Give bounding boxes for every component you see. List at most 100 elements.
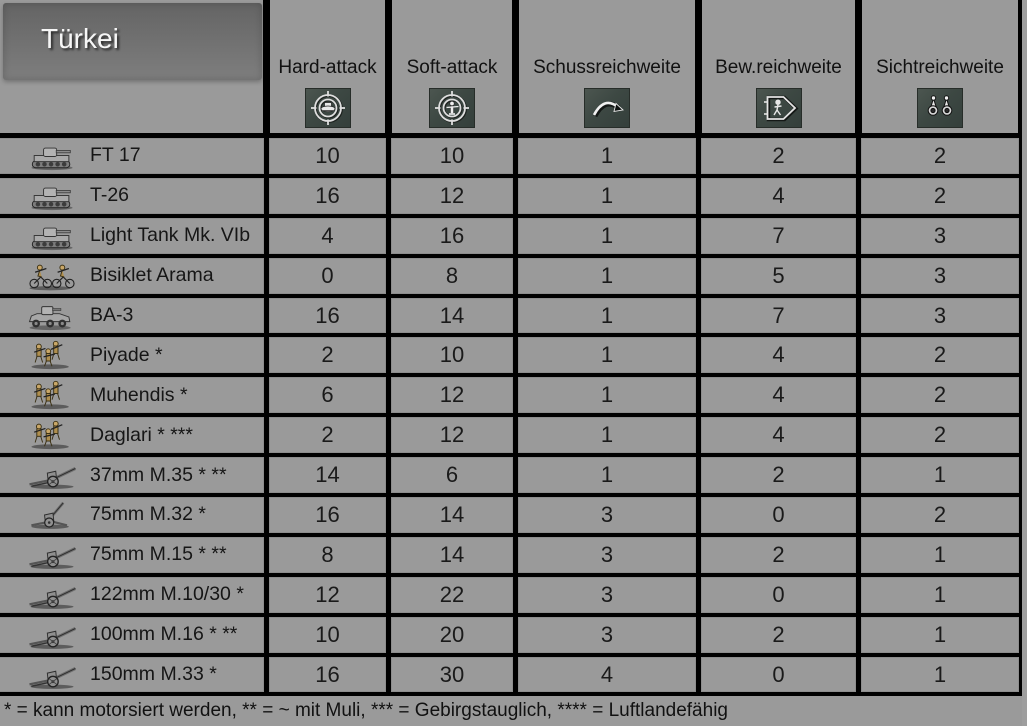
unit-name-cell: BA-3 <box>0 298 263 333</box>
stat-cell-sight-range: 3 <box>862 258 1018 293</box>
unit-name-cell: 100mm M.16 * ** <box>0 617 263 652</box>
stat-cell-firing-range: 3 <box>519 498 695 532</box>
stat-cell-firing-range: 4 <box>519 657 695 692</box>
column-label: Schussreichweite <box>533 57 681 78</box>
stat-cell-movement-range: 4 <box>702 418 855 453</box>
unit-name-cell: Muhendis * <box>0 378 263 413</box>
stat-cell-movement-range: 4 <box>702 338 855 373</box>
legend-footer: * = kann motorsiert werden, ** = ~ mit M… <box>0 692 1022 726</box>
stat-cell-hard-attack: 10 <box>270 617 385 652</box>
stat-cell-sight-range: 2 <box>862 338 1018 373</box>
unit-name-cell: 122mm M.10/30 * <box>0 577 263 612</box>
unit-name-label: 100mm M.16 * ** <box>90 623 238 646</box>
stat-cell-movement-range: 4 <box>702 178 855 213</box>
stat-cell-soft-attack: 20 <box>392 617 512 652</box>
unit-stats-grid: Türkei Hard-attack Soft-attack Schussrei… <box>0 0 1018 692</box>
stat-cell-sight-range: 2 <box>862 378 1018 413</box>
stat-cell-soft-attack: 12 <box>392 178 512 213</box>
unit-name-cell: 150mm M.33 * <box>0 657 263 692</box>
infantry-sprite-icon <box>22 380 82 410</box>
unit-name-cell: 37mm M.35 * ** <box>0 458 263 493</box>
stat-cell-movement-range: 4 <box>702 378 855 413</box>
armored-car-sprite-icon <box>22 301 82 331</box>
tank-sprite-icon <box>22 181 82 211</box>
stat-cell-movement-range: 5 <box>702 258 855 293</box>
country-header-cell: Türkei <box>0 0 263 133</box>
unit-name-cell: Daglari * *** <box>0 418 263 453</box>
stat-cell-firing-range: 1 <box>519 458 695 493</box>
stat-cell-hard-attack: 16 <box>270 657 385 692</box>
column-header-firing-range: Schussreichweite <box>519 0 695 133</box>
stat-cell-soft-attack: 14 <box>392 537 512 572</box>
country-title: Türkei <box>41 22 119 54</box>
stat-cell-movement-range: 2 <box>702 537 855 572</box>
stat-cell-soft-attack: 30 <box>392 657 512 692</box>
stat-cell-sight-range: 1 <box>862 657 1018 692</box>
unit-name-label: T-26 <box>90 184 130 207</box>
unit-name-label: 75mm M.32 * <box>90 503 206 526</box>
stat-cell-sight-range: 1 <box>862 617 1018 652</box>
artillery-sprite-icon <box>22 580 82 610</box>
stat-cell-sight-range: 2 <box>862 139 1018 173</box>
stat-cell-hard-attack: 16 <box>270 498 385 532</box>
artillery-sprite-icon <box>22 540 82 570</box>
bicycle-sprite-icon <box>22 261 82 291</box>
unit-name-label: FT 17 <box>90 144 141 167</box>
stat-cell-firing-range: 1 <box>519 139 695 173</box>
stat-cell-hard-attack: 0 <box>270 258 385 293</box>
unit-name-label: 122mm M.10/30 * <box>90 583 244 606</box>
column-label: Hard-attack <box>278 57 377 78</box>
stat-cell-soft-attack: 10 <box>392 338 512 373</box>
firing-range-icon <box>584 88 630 128</box>
unit-name-label: 37mm M.35 * ** <box>90 463 227 486</box>
stat-cell-hard-attack: 10 <box>270 139 385 173</box>
stat-cell-movement-range: 2 <box>702 617 855 652</box>
stat-cell-sight-range: 1 <box>862 537 1018 572</box>
stat-cell-sight-range: 3 <box>862 218 1018 253</box>
stat-cell-movement-range: 7 <box>702 298 855 333</box>
stat-cell-firing-range: 1 <box>519 338 695 373</box>
stat-cell-hard-attack: 12 <box>270 577 385 612</box>
stat-cell-movement-range: 0 <box>702 577 855 612</box>
column-header-hard-attack: Hard-attack <box>270 0 385 133</box>
stat-cell-soft-attack: 14 <box>392 298 512 333</box>
stat-cell-soft-attack: 12 <box>392 378 512 413</box>
stat-cell-hard-attack: 16 <box>270 178 385 213</box>
tank-sprite-icon <box>22 221 82 251</box>
stat-cell-soft-attack: 8 <box>392 258 512 293</box>
stat-cell-hard-attack: 16 <box>270 298 385 333</box>
column-header-soft-attack: Soft-attack <box>392 0 512 133</box>
stat-cell-sight-range: 1 <box>862 577 1018 612</box>
hard-attack-icon <box>304 88 351 128</box>
stat-cell-soft-attack: 16 <box>392 218 512 253</box>
stat-cell-movement-range: 2 <box>702 458 855 493</box>
unit-name-cell: T-26 <box>0 178 263 213</box>
aa-gun-sprite-icon <box>22 500 82 530</box>
stat-cell-sight-range: 2 <box>862 498 1018 532</box>
stat-cell-soft-attack: 14 <box>392 498 512 532</box>
column-label: Bew.reichweite <box>715 57 842 78</box>
unit-name-label: Daglari * *** <box>90 423 193 446</box>
stat-cell-sight-range: 3 <box>862 298 1018 333</box>
soft-attack-icon <box>429 88 475 128</box>
column-label: Soft-attack <box>406 57 498 78</box>
stat-cell-movement-range: 7 <box>702 218 855 253</box>
stat-cell-sight-range: 1 <box>862 458 1018 493</box>
stat-cell-movement-range: 2 <box>702 139 855 173</box>
unit-name-cell: 75mm M.15 * ** <box>0 537 263 572</box>
tank-sprite-icon <box>22 141 82 171</box>
infantry-sprite-icon <box>22 340 82 370</box>
unit-name-label: Piyade * <box>90 343 163 366</box>
sight-range-icon <box>917 88 963 128</box>
unit-name-cell: FT 17 <box>0 139 263 173</box>
column-header-movement-range: Bew.reichweite <box>702 0 855 133</box>
unit-name-cell: Piyade * <box>0 338 263 373</box>
stat-cell-firing-range: 1 <box>519 218 695 253</box>
stat-cell-hard-attack: 4 <box>270 218 385 253</box>
unit-name-cell: 75mm M.32 * <box>0 498 263 532</box>
stat-cell-soft-attack: 22 <box>392 577 512 612</box>
stat-cell-firing-range: 3 <box>519 537 695 572</box>
stat-cell-sight-range: 2 <box>862 178 1018 213</box>
column-label: Sichtreichweite <box>876 57 1004 78</box>
stat-cell-soft-attack: 6 <box>392 458 512 493</box>
